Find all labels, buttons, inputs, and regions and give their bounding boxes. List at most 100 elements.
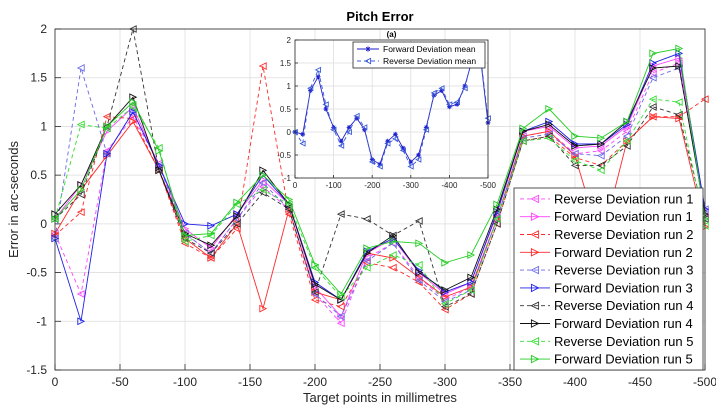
inset-data-point	[430, 89, 437, 97]
data-point	[285, 195, 294, 204]
data-point	[415, 239, 424, 248]
inset-data-point	[453, 98, 460, 106]
inset-y-tick-label: -0.5	[277, 151, 291, 160]
data-point	[258, 185, 267, 194]
data-point	[519, 124, 528, 133]
data-point	[233, 198, 242, 207]
legend-marker	[530, 247, 540, 257]
inset-data-point	[314, 66, 322, 74]
data-point	[596, 166, 605, 175]
inset-y-tick-label: 1	[287, 82, 292, 91]
data-point	[622, 141, 631, 150]
inset-axes-box	[294, 39, 489, 179]
data-point	[467, 278, 476, 287]
inset-data-point	[308, 88, 313, 93]
data-point	[77, 317, 86, 326]
data-point	[648, 95, 657, 104]
series-line-5	[54, 67, 706, 318]
inset-series-line-2	[294, 53, 489, 168]
data-point	[388, 251, 397, 259]
inset-data-point	[354, 115, 360, 121]
data-point	[103, 149, 112, 158]
inset-data-point	[423, 125, 429, 130]
data-point	[648, 103, 657, 111]
x-tick-label: -450	[628, 375, 652, 389]
series-line-10	[54, 47, 706, 295]
chart-title: Pitch Error	[346, 9, 413, 24]
x-tick-label: -400	[563, 375, 587, 389]
legend-entry: Reverse Deviation run 2	[554, 227, 693, 242]
data-point	[311, 280, 320, 289]
inset-data-point	[439, 88, 445, 93]
inset-y-tick-label: 2	[287, 36, 292, 45]
inset-legend-marker	[364, 57, 372, 65]
data-point	[206, 249, 215, 258]
data-point	[648, 73, 657, 82]
legend-entry: Reverse Deviation run 1	[554, 191, 693, 206]
y-tick-label: -0.5	[26, 266, 47, 280]
data-point	[388, 263, 397, 272]
inset-legend-entry: Reverse Deviation mean	[383, 56, 476, 66]
inset-data-point	[408, 159, 414, 165]
data-point	[441, 293, 450, 301]
data-point	[389, 231, 398, 240]
data-point	[259, 171, 268, 180]
data-point	[232, 224, 241, 233]
data-point	[362, 263, 371, 272]
data-point	[648, 68, 657, 77]
data-point	[441, 258, 450, 267]
inset-data-point	[299, 140, 306, 147]
data-point	[77, 180, 86, 189]
data-point	[362, 215, 371, 223]
inset-data-point	[368, 158, 376, 166]
data-point	[649, 59, 658, 68]
inset-chart: 0 -100 -200 -300 -400 -500 -1 -0.5 0 0.5 1 1.5 2 (a) F…	[277, 30, 496, 190]
data-point	[492, 219, 501, 228]
inset-legend-entry: Forward Deviation mean	[383, 44, 476, 54]
y-axis-label: Error in arc-seconds	[6, 140, 21, 258]
data-point	[232, 219, 241, 228]
data-point	[310, 288, 319, 296]
inset-data-point	[392, 131, 398, 137]
data-point	[466, 286, 475, 295]
data-point	[207, 254, 216, 262]
legend-marker	[530, 194, 540, 204]
data-point	[310, 295, 319, 304]
inset-data-point	[462, 83, 468, 89]
inset-data-point	[445, 101, 453, 108]
data-point	[544, 134, 553, 143]
series-line-1	[54, 62, 706, 325]
inset-data-point	[454, 102, 460, 107]
legend-entry: Forward Deviation run 1	[554, 209, 693, 224]
data-point	[622, 127, 631, 136]
inset-data-point	[400, 145, 406, 151]
y-tick-label: 0	[40, 217, 47, 231]
x-tick-label: -500	[693, 375, 716, 389]
data-point	[76, 120, 85, 129]
inset-data-point	[345, 128, 352, 136]
inset-x-tick-label: -500	[480, 181, 497, 190]
data-point	[336, 312, 345, 321]
inset-data-point	[346, 125, 352, 130]
legend-entry: Forward Deviation run 5	[554, 352, 693, 367]
data-point	[622, 137, 631, 145]
data-point	[596, 151, 605, 160]
data-point	[207, 241, 216, 250]
data-point	[414, 217, 423, 225]
data-point	[570, 156, 579, 165]
inset-data-point	[377, 161, 383, 167]
data-point	[76, 290, 85, 298]
inset-data-point	[323, 106, 329, 112]
data-point	[207, 221, 216, 230]
data-point	[76, 208, 85, 217]
data-point	[207, 229, 216, 238]
data-point	[336, 302, 345, 311]
legend-marker	[530, 354, 540, 364]
inset-y-tick-label: 0	[287, 128, 292, 137]
data-point	[649, 112, 658, 121]
axes-box	[54, 28, 706, 371]
inset-data-point	[438, 85, 445, 92]
data-point	[597, 134, 606, 143]
inset-data-point	[322, 101, 329, 108]
legend-entry: Reverse Deviation run 4	[554, 298, 693, 313]
